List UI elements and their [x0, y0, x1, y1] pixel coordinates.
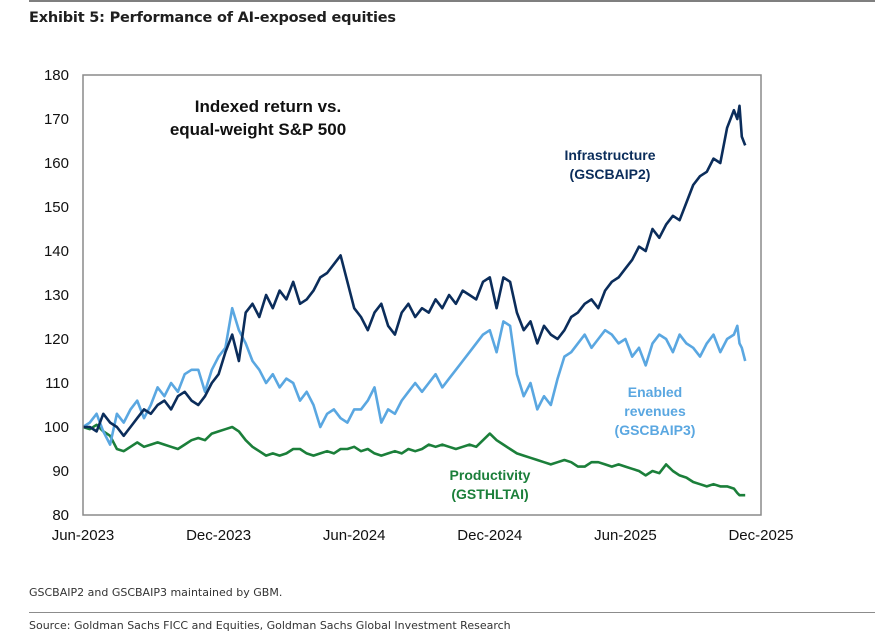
y-tick-label: 80 [52, 507, 69, 524]
series-labels: Infrastructure (GSCBAIP2) Enabled revenues (… [450, 147, 696, 502]
x-tick-label: Dec-2023 [186, 527, 251, 544]
series-label-enabled-revenues: Enabled [628, 384, 682, 400]
y-tick-label: 100 [44, 419, 69, 436]
series-group [82, 104, 747, 497]
x-axis: Jun-2023 Dec-2023 Jun-2024 Dec-2024 Jun-2025… [52, 527, 794, 544]
series-label-infrastructure: Infrastructure [564, 147, 655, 163]
top-rule [29, 0, 875, 2]
x-tick-label: Dec-2024 [457, 527, 522, 544]
y-tick-label: 140 [44, 243, 69, 260]
series-line-productivity [82, 423, 746, 497]
y-tick-label: 110 [45, 375, 69, 392]
x-tick-label: Jun-2025 [594, 527, 657, 544]
chart-title-line-1: Indexed return vs. [195, 97, 341, 116]
series-label-enabled-revenues: revenues [624, 403, 686, 419]
y-tick-label: 160 [44, 155, 69, 172]
x-tick-label: Dec-2025 [728, 527, 793, 544]
y-axis: 80 90 100 110 120 130 140 150 160 170 180 [44, 67, 69, 524]
exhibit-title: Exhibit 5: Performance of AI-exposed equ… [29, 10, 396, 26]
line-chart: 80 90 100 110 120 130 140 150 160 170 180 Jun-2023… [44, 67, 794, 544]
y-tick-label: 120 [44, 331, 69, 348]
series-label-infrastructure: (GSCBAIP2) [570, 166, 651, 182]
x-tick-label: Jun-2024 [323, 527, 386, 544]
y-tick-label: 170 [44, 111, 69, 128]
chart-title-line-2: equal-weight S&P 500 [170, 120, 346, 139]
source-line: Source: Goldman Sachs FICC and Equities,… [29, 619, 511, 632]
series-label-productivity: (GSTHLTAI) [451, 486, 528, 502]
footnote: GSCBAIP2 and GSCBAIP3 maintained by GBM. [29, 586, 283, 599]
y-tick-label: 130 [44, 287, 69, 304]
y-tick-label: 90 [52, 463, 69, 480]
plot-frame [82, 74, 762, 516]
series-line-infrastructure [83, 104, 747, 438]
series-label-enabled-revenues: (GSCBAIP3) [615, 422, 696, 438]
footer-rule [29, 612, 875, 613]
series-label-productivity: Productivity [450, 467, 531, 483]
y-tick-label: 180 [44, 67, 69, 84]
y-tick-label: 150 [44, 199, 69, 216]
x-tick-label: Jun-2023 [52, 527, 115, 544]
series-line-enabled-revenues [82, 306, 747, 446]
